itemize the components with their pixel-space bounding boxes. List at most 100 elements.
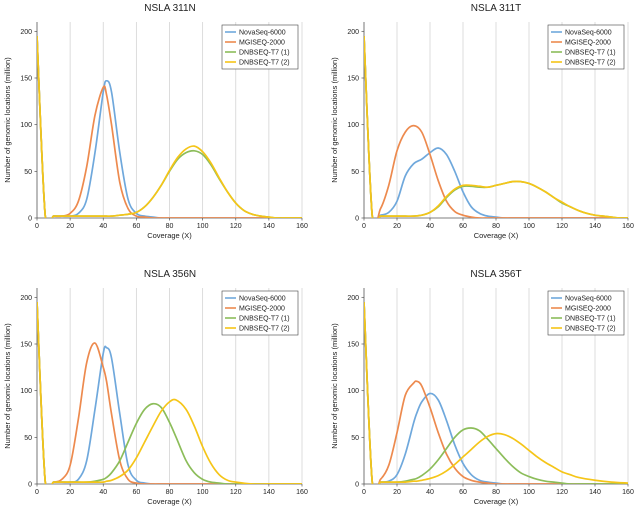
x-tick-label: 100: [523, 223, 535, 230]
legend-label-mgiseq-2000: MGISEQ-2000: [239, 306, 285, 313]
x-tick-label: 140: [263, 489, 275, 496]
x-tick-label: 40: [426, 489, 434, 496]
series-line-mgiseq-2000: [364, 35, 628, 218]
x-tick-label: 100: [197, 223, 209, 230]
legend: NovaSeq-6000 MGISEQ-2000 DNBSEQ-T7 (1) DNBS…: [547, 24, 625, 70]
x-tick-label: 80: [492, 489, 500, 496]
x-tick-label: 0: [362, 223, 366, 230]
legend: NovaSeq-6000 MGISEQ-2000 DNBSEQ-T7 (1) DNBS…: [221, 24, 299, 70]
legend-label-dnbseq-t7-1: DNBSEQ-T7 (1): [565, 50, 616, 57]
series-line-dnbseq-t7-2: [37, 35, 302, 218]
y-tick-label: 100: [347, 388, 359, 395]
legend-label-dnbseq-t7-1: DNBSEQ-T7 (1): [239, 316, 290, 323]
x-axis-label: Coverage (X): [147, 497, 192, 506]
chart-title: NSLA 311T: [471, 3, 521, 14]
series-group: [37, 301, 302, 484]
y-axis-label: Number of genomic locations (million): [3, 323, 12, 449]
x-tick-label: 80: [166, 489, 174, 496]
legend-label-novaseq-6000: NovaSeq-6000: [565, 296, 612, 303]
chart-title: NSLA 356N: [144, 269, 196, 280]
legend-label-dnbseq-t7-2: DNBSEQ-T7 (2): [239, 326, 290, 333]
series-line-novaseq-6000: [37, 35, 302, 218]
x-tick-label: 100: [197, 489, 209, 496]
y-tick-label: 0: [28, 216, 32, 223]
legend-label-dnbseq-t7-2: DNBSEQ-T7 (2): [239, 60, 290, 67]
y-tick-label: 0: [355, 482, 359, 489]
x-tick-label: 40: [99, 223, 107, 230]
series-line-dnbseq-t7-2: [364, 301, 628, 484]
y-tick-label: 50: [24, 435, 32, 442]
x-tick-label: 120: [556, 489, 568, 496]
legend: NovaSeq-6000 MGISEQ-2000 DNBSEQ-T7 (1) DNBS…: [547, 290, 625, 336]
chart-panel-nsla-311n: NSLA 311N 0 20 40 60 80 100 120 140 160 0 50 100 150 2…: [3, 3, 308, 240]
legend-label-mgiseq-2000: MGISEQ-2000: [565, 40, 611, 47]
x-tick-label: 80: [166, 223, 174, 230]
x-tick-label: 160: [622, 489, 634, 496]
legend-label-novaseq-6000: NovaSeq-6000: [239, 296, 286, 303]
x-tick-label: 20: [66, 489, 74, 496]
series-line-novaseq-6000: [364, 35, 628, 218]
x-tick-label: 60: [132, 489, 140, 496]
x-axis-label: Coverage (X): [147, 231, 192, 240]
x-tick-label: 140: [589, 489, 601, 496]
y-axis-label: Number of genomic locations (million): [330, 57, 339, 183]
series-group: [37, 35, 302, 218]
x-tick-label: 120: [230, 223, 242, 230]
y-tick-label: 50: [24, 169, 32, 176]
x-tick-label: 60: [132, 223, 140, 230]
y-axis-label: Number of genomic locations (million): [3, 57, 12, 183]
legend-label-dnbseq-t7-1: DNBSEQ-T7 (1): [239, 50, 290, 57]
y-tick-label: 150: [20, 342, 32, 349]
y-tick-label: 200: [20, 295, 32, 302]
y-tick-label: 150: [347, 76, 359, 83]
x-tick-label: 40: [426, 223, 434, 230]
y-tick-label: 100: [20, 388, 32, 395]
y-tick-label: 50: [351, 435, 359, 442]
series-line-mgiseq-2000: [364, 301, 628, 484]
chart-title: NSLA 311N: [144, 3, 196, 14]
x-tick-label: 40: [99, 489, 107, 496]
series-line-dnbseq-t7-2: [37, 301, 302, 484]
y-tick-label: 200: [347, 29, 359, 36]
y-tick-label: 100: [347, 122, 359, 129]
legend-label-dnbseq-t7-1: DNBSEQ-T7 (1): [565, 316, 616, 323]
x-tick-label: 160: [622, 223, 634, 230]
y-tick-label: 150: [20, 76, 32, 83]
y-tick-label: 0: [28, 482, 32, 489]
y-tick-label: 100: [20, 122, 32, 129]
x-tick-label: 140: [589, 223, 601, 230]
x-tick-label: 20: [66, 223, 74, 230]
legend: NovaSeq-6000 MGISEQ-2000 DNBSEQ-T7 (1) DNBS…: [221, 290, 299, 336]
x-tick-label: 80: [492, 223, 500, 230]
x-tick-label: 60: [459, 489, 467, 496]
y-axis-label: Number of genomic locations (million): [330, 323, 339, 449]
series-group: [364, 301, 628, 484]
x-tick-label: 120: [230, 489, 242, 496]
y-tick-label: 200: [347, 295, 359, 302]
x-tick-label: 20: [393, 223, 401, 230]
x-tick-label: 160: [296, 489, 308, 496]
series-line-mgiseq-2000: [37, 35, 302, 218]
legend-label-mgiseq-2000: MGISEQ-2000: [239, 40, 285, 47]
legend-label-novaseq-6000: NovaSeq-6000: [565, 30, 612, 37]
y-tick-label: 150: [347, 342, 359, 349]
x-tick-label: 0: [35, 223, 39, 230]
series-group: [364, 35, 628, 218]
legend-label-dnbseq-t7-2: DNBSEQ-T7 (2): [565, 326, 616, 333]
x-tick-label: 160: [296, 223, 308, 230]
x-tick-label: 0: [362, 489, 366, 496]
series-line-novaseq-6000: [364, 301, 628, 484]
x-tick-label: 140: [263, 223, 275, 230]
series-line-dnbseq-t7-2: [364, 35, 628, 218]
chart-title: NSLA 356T: [470, 269, 521, 280]
x-axis-label: Coverage (X): [474, 497, 519, 506]
y-tick-label: 0: [355, 216, 359, 223]
x-tick-label: 120: [556, 223, 568, 230]
x-tick-label: 100: [523, 489, 535, 496]
legend-label-novaseq-6000: NovaSeq-6000: [239, 30, 286, 37]
x-tick-label: 20: [393, 489, 401, 496]
legend-label-mgiseq-2000: MGISEQ-2000: [565, 306, 611, 313]
legend-label-dnbseq-t7-2: DNBSEQ-T7 (2): [565, 60, 616, 67]
chart-panel-nsla-311t: NSLA 311T 0 20 40 60 80 100 120 140 160 0 50 100 150 2…: [330, 3, 634, 240]
